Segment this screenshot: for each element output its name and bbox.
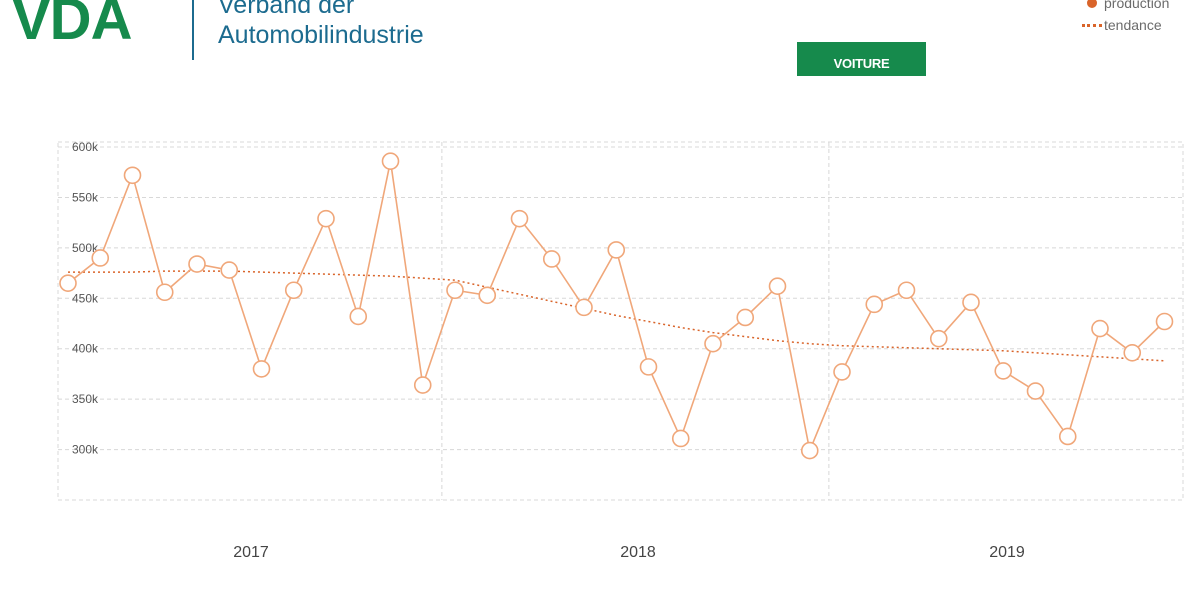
data-point — [413, 376, 432, 394]
data-point — [962, 293, 980, 312]
x-tick-label: 2017 — [233, 544, 269, 561]
y-tick-label: 300k — [72, 443, 99, 457]
data-point — [349, 307, 368, 326]
data-point — [446, 281, 464, 300]
x-tick-label: 2018 — [620, 544, 656, 561]
data-point — [381, 152, 400, 170]
data-point — [736, 308, 755, 327]
data-point — [1155, 312, 1174, 331]
y-tick-label: 550k — [72, 190, 99, 204]
data-point — [1123, 343, 1142, 362]
tab-voiture[interactable]: VOITURE — [797, 42, 926, 76]
data-point — [800, 441, 819, 460]
y-tick-label: 600k — [72, 140, 99, 154]
data-point — [865, 295, 884, 314]
data-point — [155, 283, 174, 302]
data-point — [671, 429, 690, 448]
y-tick-label: 450k — [72, 291, 99, 305]
data-point — [929, 329, 948, 348]
data-point — [768, 277, 787, 296]
data-point — [542, 250, 561, 268]
data-point — [317, 209, 335, 228]
production-marker-icon — [1080, 0, 1104, 8]
data-point — [897, 281, 916, 300]
production-series — [59, 152, 1174, 460]
organization-name: Verband der Automobilindustrie — [218, 0, 538, 50]
tendance-marker-icon — [1080, 23, 1104, 27]
data-point — [91, 249, 110, 267]
production-line — [67, 160, 1166, 454]
data-point — [252, 360, 271, 378]
legend-label-tendance: tendance — [1104, 17, 1162, 33]
chart-grid — [57, 141, 1184, 501]
data-point — [833, 363, 851, 381]
trend-line — [68, 270, 1165, 362]
data-point — [1091, 319, 1109, 338]
data-point — [478, 286, 497, 305]
y-tick-label: 500k — [72, 241, 99, 255]
data-point — [510, 209, 529, 228]
data-point — [1026, 382, 1045, 400]
legend-label-production: production — [1104, 0, 1170, 11]
legend-item-tendance[interactable]: tendance — [1080, 14, 1200, 36]
logo-divider — [192, 0, 194, 60]
data-point — [639, 358, 658, 376]
x-axis-ticks: 2017 2018 2019 — [233, 544, 1025, 561]
legend-item-production[interactable]: production — [1080, 0, 1200, 14]
y-axis-ticks: 600k 550k 500k 450k 400k 350k 300k — [72, 140, 99, 457]
data-point — [123, 166, 142, 185]
data-point — [59, 274, 77, 292]
vda-logo: VDA — [12, 0, 132, 52]
data-point — [284, 281, 303, 300]
y-tick-label: 350k — [72, 392, 99, 406]
organization-name-line2: Automobilindustrie — [218, 21, 424, 49]
y-tick-label: 400k — [72, 342, 99, 356]
x-tick-label: 2019 — [989, 544, 1025, 561]
data-point — [994, 362, 1013, 380]
trend-series — [68, 270, 1165, 362]
organization-name-line1: Verband der — [218, 0, 355, 19]
chart-legend: production tendance — [1080, 0, 1200, 36]
data-point — [704, 334, 722, 353]
data-point — [1058, 427, 1077, 446]
data-point — [188, 255, 206, 273]
data-point — [220, 261, 239, 279]
data-point — [575, 298, 593, 317]
plot-border — [57, 141, 1184, 501]
data-point — [607, 241, 626, 259]
